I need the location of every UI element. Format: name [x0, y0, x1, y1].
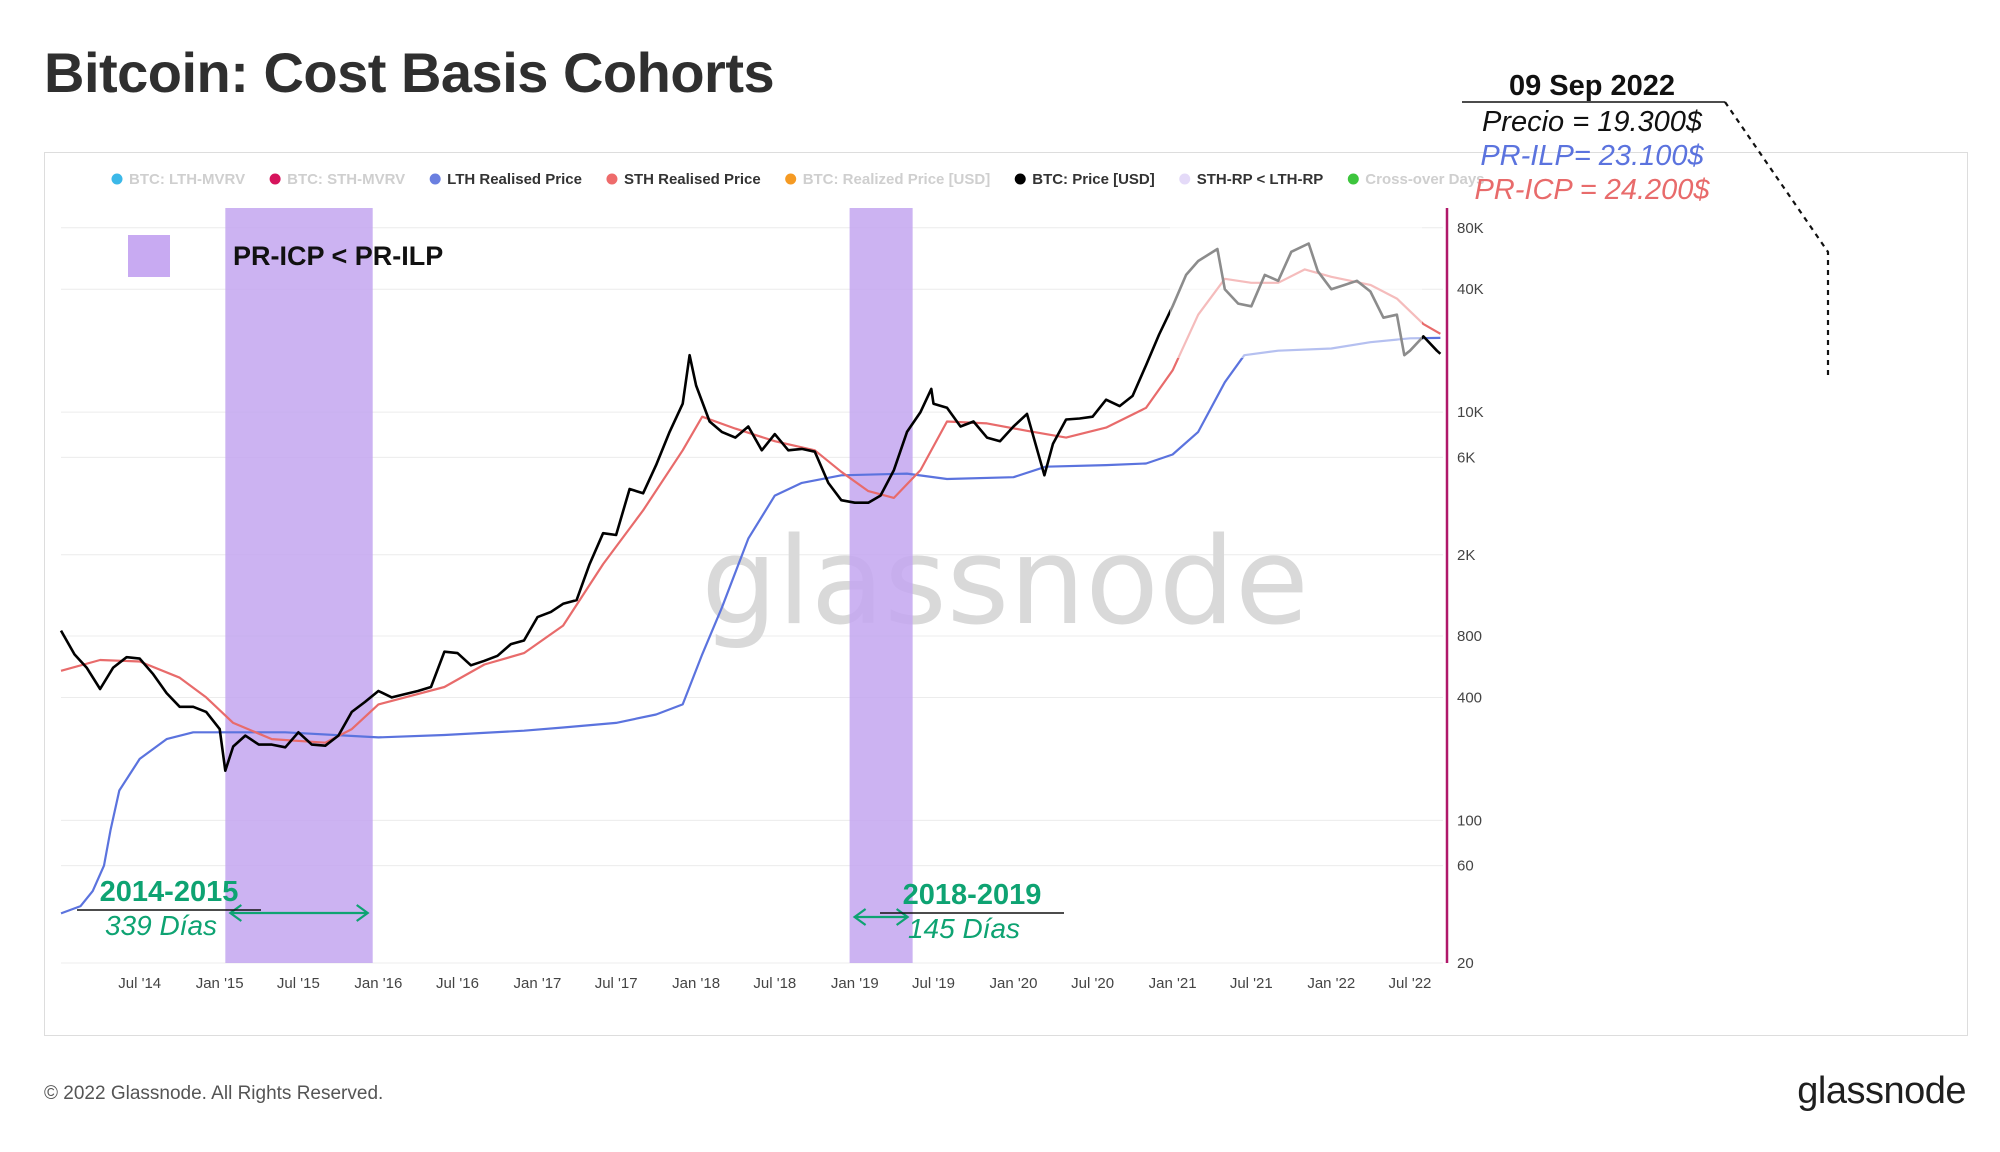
- shaded-period-2: [849, 208, 913, 963]
- legend-item-4[interactable]: STH Realised Price: [624, 171, 761, 188]
- annotation-backdrop: [1170, 208, 1422, 358]
- legend-dot[interactable]: [1014, 173, 1026, 185]
- lth-realised-price-line: [60, 336, 1441, 915]
- x-tick-label: Jul '20: [1071, 975, 1114, 992]
- legend-item-1[interactable]: BTC: LTH-MVRV: [129, 171, 245, 188]
- y-tick-label: 400: [1457, 689, 1482, 706]
- annotation-price: Precio = 19.300$: [1482, 106, 1703, 138]
- arrow-head-left: [228, 904, 242, 922]
- annotation-date: 09 Sep 2022: [1509, 70, 1675, 102]
- period-label-2: 2018-2019: [903, 879, 1042, 911]
- legend-dot[interactable]: [606, 173, 618, 185]
- legend-dot[interactable]: [1347, 173, 1359, 185]
- y-tick-label: 800: [1457, 628, 1482, 645]
- watermark-text: glassnode: [701, 513, 1309, 652]
- copyright-text: © 2022 Glassnode. All Rights Reserved.: [44, 1083, 384, 1104]
- legend-item-2[interactable]: BTC: STH-MVRV: [287, 171, 405, 188]
- arrow-head-right: [356, 904, 370, 922]
- legend-item-6[interactable]: BTC: Price [USD]: [1032, 171, 1155, 188]
- page-title: Bitcoin: Cost Basis Cohorts: [44, 41, 775, 104]
- legend-dot[interactable]: [1179, 173, 1191, 185]
- shaded-period-1: [225, 208, 373, 963]
- legend-item-3[interactable]: LTH Realised Price: [447, 171, 582, 188]
- y-tick-label: 100: [1457, 812, 1482, 829]
- x-tick-label: Jul '21: [1230, 975, 1273, 992]
- x-tick-label: Jul '18: [753, 975, 796, 992]
- legend-dot[interactable]: [111, 173, 123, 185]
- arrow-head-left: [852, 908, 867, 926]
- chart-frame: glassnode 20 60 100 400 800 2K 6K 10K 40K 80K Jul '…: [44, 152, 1968, 1036]
- legend-dot[interactable]: [785, 173, 797, 185]
- x-tick-label: Jan '21: [1149, 975, 1197, 992]
- period-duration-1: 339 Días: [105, 910, 217, 941]
- y-tick-label: 6K: [1457, 449, 1475, 466]
- period-label-1: 2014-2015: [100, 876, 239, 908]
- x-tick-label: Jul '17: [595, 975, 638, 992]
- box-legend-swatch: [128, 235, 170, 277]
- legend-item-7[interactable]: STH-RP < LTH-RP: [1197, 171, 1324, 188]
- y-tick-label: 10K: [1457, 404, 1484, 421]
- x-tick-label: Jan '19: [831, 975, 879, 992]
- x-tick-label: Jul '19: [912, 975, 955, 992]
- y-tick-label: 2K: [1457, 547, 1475, 564]
- x-tick-label: Jul '14: [118, 975, 161, 992]
- x-tick-label: Jan '17: [514, 975, 562, 992]
- y-tick-label: 80K: [1457, 220, 1484, 237]
- chart-canvas: glassnode 20 60 100 400 800 2K 6K 10K 40K 80K Jul '…: [59, 171, 1485, 992]
- x-tick-label: Jan '15: [196, 975, 244, 992]
- x-tick-label: Jan '20: [990, 975, 1038, 992]
- x-tick-label: Jan '16: [354, 975, 402, 992]
- x-tick-label: Jan '18: [672, 975, 720, 992]
- x-tick-label: Jul '15: [277, 975, 320, 992]
- legend-dot[interactable]: [429, 173, 441, 185]
- arrow-head-right: [895, 908, 910, 926]
- x-tick-label: Jul '16: [436, 975, 479, 992]
- y-tick-label: 60: [1457, 858, 1474, 875]
- legend-dot[interactable]: [269, 173, 281, 185]
- y-tick-label: 20: [1457, 955, 1474, 972]
- glassnode-logo: glassnode: [1797, 1070, 1966, 1112]
- x-tick-label: Jul '22: [1389, 975, 1432, 992]
- legend-item-8[interactable]: Cross-over Days: [1365, 171, 1484, 188]
- y-tick-label: 40K: [1457, 281, 1484, 298]
- period-duration-2: 145 Días: [908, 913, 1020, 944]
- x-tick-label: Jan '22: [1307, 975, 1355, 992]
- legend-item-5[interactable]: BTC: Realized Price [USD]: [803, 171, 991, 188]
- box-legend-label: PR-ICP < PR-ILP: [233, 241, 443, 271]
